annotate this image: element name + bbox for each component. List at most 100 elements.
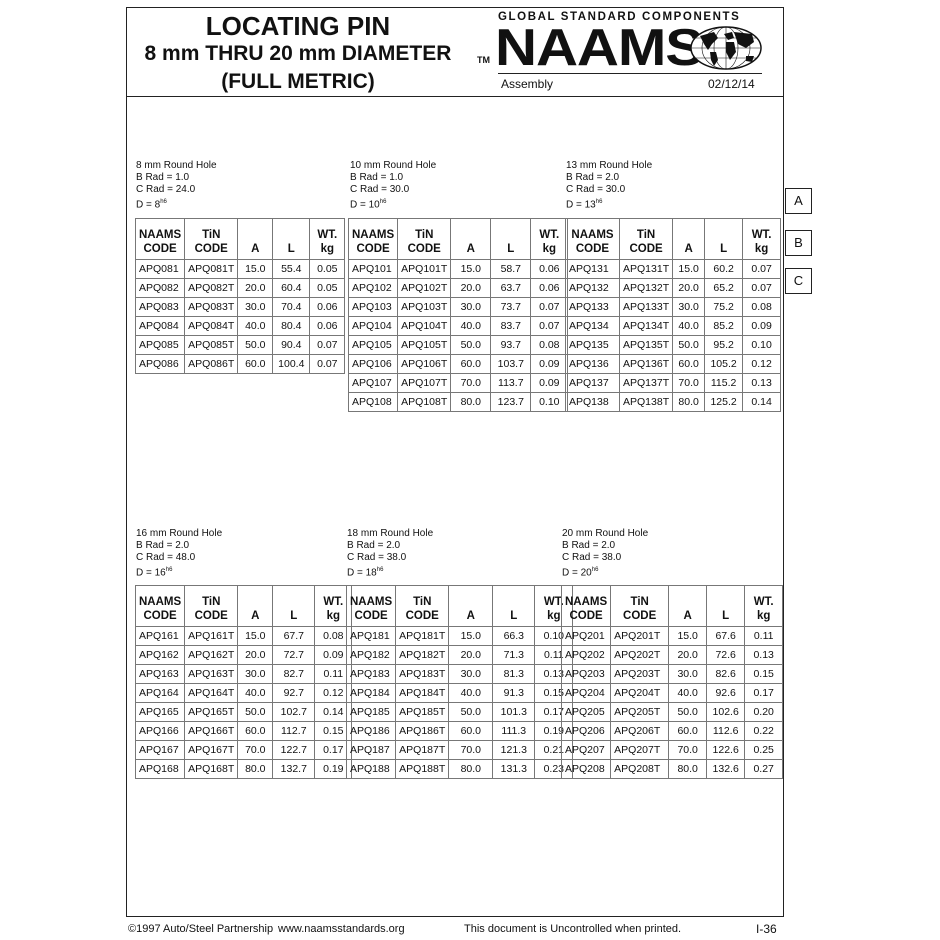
table-row: APQ108 APQ108T 80.0 123.7 0.10 <box>347 392 569 412</box>
naams-code-cell: APQ136 <box>565 354 620 374</box>
naams-code-cell: APQ187 <box>345 740 397 760</box>
dim-a-cell: 15.0 <box>668 626 708 646</box>
spec-b-rad: B Rad = 1.0 <box>136 172 190 183</box>
dim-l-cell: 102.7 <box>272 702 316 722</box>
weight-cell: 0.10 <box>742 335 782 355</box>
table-row: APQ201 APQ201T 15.0 67.6 0.11 <box>560 626 784 646</box>
tin-code-cell: APQ184T <box>395 683 450 703</box>
tin-code-cell: APQ203T <box>610 664 670 684</box>
weight-cell: 0.07 <box>530 297 569 317</box>
column-header-line: NAAMS <box>350 596 393 608</box>
weight-cell: 0.07 <box>742 278 782 298</box>
side-tab-c[interactable]: C <box>785 268 812 294</box>
tin-code-cell: APQ086T <box>184 354 239 374</box>
tin-code-cell: APQ182T <box>395 645 450 665</box>
column-header-line: NAAMS <box>139 596 182 608</box>
dim-l-cell: 91.3 <box>492 683 536 703</box>
title-line-2: 8 mm THRU 20 mm DIAMETER <box>144 42 452 65</box>
table-row: APQ188 APQ188T 80.0 131.3 0.23 <box>345 759 574 779</box>
column-header: L <box>704 218 744 260</box>
tin-code-cell: APQ202T <box>610 645 670 665</box>
dim-l-cell: 63.7 <box>490 278 532 298</box>
spec-d: D = 20h6 <box>562 564 648 579</box>
spec-b-rad: B Rad = 2.0 <box>562 540 616 551</box>
dim-a-cell: 40.0 <box>450 316 492 336</box>
section-label: Assembly <box>501 77 554 91</box>
tin-code-cell: APQ081T <box>184 259 239 279</box>
weight-cell: 0.09 <box>530 373 569 393</box>
column-header: WT. kg <box>530 218 569 260</box>
dim-l-cell: 73.7 <box>490 297 532 317</box>
weight-cell: 0.06 <box>309 297 346 317</box>
table-row: APQ204 APQ204T 40.0 92.6 0.17 <box>560 683 784 703</box>
naams-code-cell: APQ208 <box>560 759 612 779</box>
naams-code-cell: APQ102 <box>347 278 399 298</box>
naams-code-cell: APQ203 <box>560 664 612 684</box>
naams-code-cell: APQ084 <box>134 316 186 336</box>
spec-d-value: D = 18 <box>347 567 377 579</box>
column-header: NAAMS CODE <box>345 585 397 627</box>
spec-hole: 8 mm Round Hole <box>136 160 217 171</box>
column-header: NAAMS CODE <box>560 585 612 627</box>
dim-a-cell: 40.0 <box>237 683 274 703</box>
hole-spec-note: 13 mm Round Hole B Rad = 2.0 C Rad = 30.0 D… <box>566 160 652 211</box>
website-link[interactable]: www.naamsstandards.org <box>278 923 405 935</box>
spec-hole: 10 mm Round Hole <box>350 160 437 171</box>
column-header-line: A <box>683 610 692 622</box>
tin-code-cell: APQ135T <box>618 335 674 355</box>
dim-a-cell: 60.0 <box>237 721 274 741</box>
spec-hole: 20 mm Round Hole <box>562 528 649 539</box>
dim-l-cell: 82.7 <box>272 664 316 684</box>
naams-code-cell: APQ165 <box>134 702 186 722</box>
dim-a-cell: 60.0 <box>672 354 706 374</box>
dim-a-cell: 30.0 <box>450 297 492 317</box>
dim-a-cell: 20.0 <box>668 645 708 665</box>
globe-icon <box>690 26 762 70</box>
naams-code-cell: APQ103 <box>347 297 399 317</box>
column-header: L <box>272 218 311 260</box>
column-header-line: kg <box>547 610 561 622</box>
table-row: APQ103 APQ103T 30.0 73.7 0.07 <box>347 297 569 317</box>
weight-cell: 0.17 <box>744 683 784 703</box>
dim-a-cell: 50.0 <box>237 702 274 722</box>
naams-code-cell: APQ085 <box>134 335 186 355</box>
table-row: APQ102 APQ102T 20.0 63.7 0.06 <box>347 278 569 298</box>
spec-d-tolerance: h6 <box>160 199 167 205</box>
dim-l-cell: 92.6 <box>706 683 746 703</box>
dim-l-cell: 81.3 <box>492 664 536 684</box>
dim-a-cell: 60.0 <box>237 354 274 374</box>
naams-code-cell: APQ183 <box>345 664 397 684</box>
table-row: APQ137 APQ137T 70.0 115.2 0.13 <box>565 373 782 393</box>
dim-l-cell: 80.4 <box>272 316 311 336</box>
dim-l-cell: 85.2 <box>704 316 744 336</box>
column-header-line: NAAMS <box>352 229 395 241</box>
table-header-row: NAAMS CODE TiN CODE A L WT. kg <box>134 585 353 627</box>
naams-code-cell: APQ161 <box>134 626 186 646</box>
dim-a-cell: 30.0 <box>668 664 708 684</box>
weight-cell: 0.07 <box>309 354 346 374</box>
table-header-row: NAAMS CODE TiN CODE A L WT. kg <box>560 585 784 627</box>
column-header-line: A <box>684 243 693 255</box>
tin-code-cell: APQ208T <box>610 759 670 779</box>
column-header-line: kg <box>326 610 340 622</box>
pin-spec-table: NAAMS CODE TiN CODE A L WT. kg APQ161 APQ161T 15.0… <box>134 585 353 779</box>
side-tab-a[interactable]: A <box>785 188 812 214</box>
tin-code-cell: APQ133T <box>618 297 674 317</box>
naams-code-cell: APQ204 <box>560 683 612 703</box>
column-header-line: L <box>722 610 730 622</box>
naams-code-cell: APQ164 <box>134 683 186 703</box>
weight-cell: 0.07 <box>530 316 569 336</box>
column-header: WT. kg <box>744 585 784 627</box>
dim-a-cell: 80.0 <box>448 759 494 779</box>
side-tab-b[interactable]: B <box>785 230 812 256</box>
weight-cell: 0.08 <box>742 297 782 317</box>
table-row: APQ206 APQ206T 60.0 112.6 0.22 <box>560 721 784 741</box>
column-header-line: A <box>466 610 475 622</box>
naams-code-cell: APQ182 <box>345 645 397 665</box>
column-header-line: A <box>251 243 260 255</box>
table-row: APQ185 APQ185T 50.0 101.3 0.17 <box>345 702 574 722</box>
column-header: NAAMS CODE <box>565 218 620 260</box>
naams-code-cell: APQ133 <box>565 297 620 317</box>
dim-l-cell: 60.2 <box>704 259 744 279</box>
naams-code-cell: APQ168 <box>134 759 186 779</box>
